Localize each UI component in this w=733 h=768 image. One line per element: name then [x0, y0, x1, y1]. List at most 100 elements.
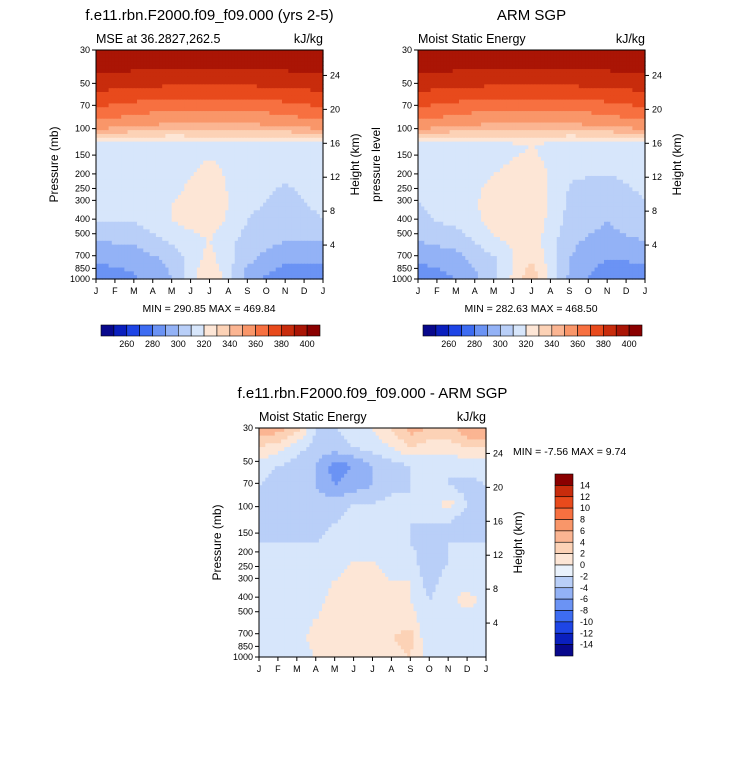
contour-cell [177, 202, 182, 208]
contour-cell [181, 95, 185, 101]
contour-cell [234, 126, 239, 131]
contour-cell [200, 217, 204, 223]
contour-cell [177, 103, 182, 108]
contour-cell [196, 84, 201, 89]
contour-cell [241, 61, 245, 66]
contour-cell [174, 88, 179, 93]
contour-cell [278, 263, 283, 269]
contour-cell [159, 168, 163, 173]
contour-cell [282, 133, 286, 139]
contour-cell [143, 233, 148, 238]
contour-cell [174, 267, 179, 272]
contour-cell [237, 198, 242, 204]
contour-cell [111, 111, 116, 116]
contour-cell [149, 259, 154, 265]
contour-cell [187, 172, 192, 177]
contour-cell [300, 256, 305, 261]
contour-cell [222, 80, 226, 85]
contour-cell [200, 198, 204, 204]
contour-cell [275, 57, 280, 63]
contour-cell [278, 206, 283, 211]
contour-cell [165, 206, 170, 211]
contour-cell [291, 133, 296, 139]
contour-cell [165, 267, 170, 272]
contour-cell [121, 237, 125, 242]
contour-cell [200, 195, 204, 200]
contour-cell [241, 84, 245, 89]
contour-cell [114, 122, 119, 127]
contour-cell [291, 263, 296, 269]
contour-cell [187, 179, 192, 185]
contour-cell [149, 221, 154, 227]
contour-cell [222, 53, 226, 59]
contour-cell [310, 210, 315, 215]
contour-cell [168, 229, 173, 234]
contour-cell [234, 76, 239, 82]
contour-cell [269, 107, 274, 112]
contour-cell [174, 133, 179, 139]
contour-cell [231, 206, 236, 211]
contour-cell [159, 95, 163, 101]
contour-cell [241, 202, 245, 208]
contour-cell [307, 175, 311, 181]
contour-cell [297, 229, 302, 234]
contour-cell [222, 206, 226, 211]
contour-cell [228, 210, 233, 215]
contour-cell [291, 252, 296, 257]
contour-cell [234, 206, 239, 211]
contour-cell [241, 107, 245, 112]
contour-cell [111, 80, 116, 85]
contour-cell [228, 95, 233, 101]
contour-cell [171, 95, 176, 101]
contour-cell [130, 187, 135, 192]
contour-cell [127, 107, 132, 112]
contour-cell [231, 214, 236, 219]
contour-cell [300, 88, 305, 93]
contour-cell [127, 69, 132, 74]
contour-cell [228, 69, 233, 74]
contour-cell [307, 80, 311, 85]
contour-cell [231, 153, 236, 158]
contour-cell [231, 183, 236, 188]
contour-cell [212, 237, 217, 242]
contour-cell [282, 61, 286, 66]
contour-cell [285, 229, 289, 234]
contour-cell [149, 145, 154, 150]
contour-cell [111, 259, 116, 265]
contour-cell [304, 225, 308, 230]
contour-cell [99, 214, 103, 219]
contour-cell [259, 206, 264, 211]
contour-cell [102, 256, 107, 261]
contour-cell [102, 183, 107, 188]
contour-cell [310, 221, 315, 227]
contour-cell [234, 160, 239, 166]
contour-cell [241, 244, 245, 250]
contour-cell [146, 103, 151, 108]
contour-cell [228, 130, 233, 135]
contour-cell [114, 65, 119, 70]
contour-cell [206, 202, 211, 208]
contour-cell [231, 72, 236, 78]
contour-cell [159, 99, 163, 105]
contour-cell [310, 53, 315, 59]
contour-cell [165, 198, 170, 204]
contour-cell [143, 156, 148, 162]
contour-cell [102, 248, 107, 253]
contour-cell [184, 256, 189, 261]
contour-cell [285, 50, 289, 55]
y-tick-label: 1000 [70, 274, 90, 284]
contour-cell [155, 61, 160, 66]
contour-cell [181, 91, 185, 97]
contour-cell [118, 122, 122, 127]
contour-cell [263, 118, 267, 124]
contour-cell [231, 263, 236, 269]
contour-cell [304, 237, 308, 242]
contour-cell [253, 84, 258, 89]
contour-cell [114, 72, 119, 78]
contour-cell [237, 88, 242, 93]
contour-cell [259, 137, 264, 143]
contour-cell [316, 107, 321, 112]
contour-cell [294, 126, 299, 131]
contour-cell [266, 111, 270, 116]
contour-cell [127, 141, 132, 147]
